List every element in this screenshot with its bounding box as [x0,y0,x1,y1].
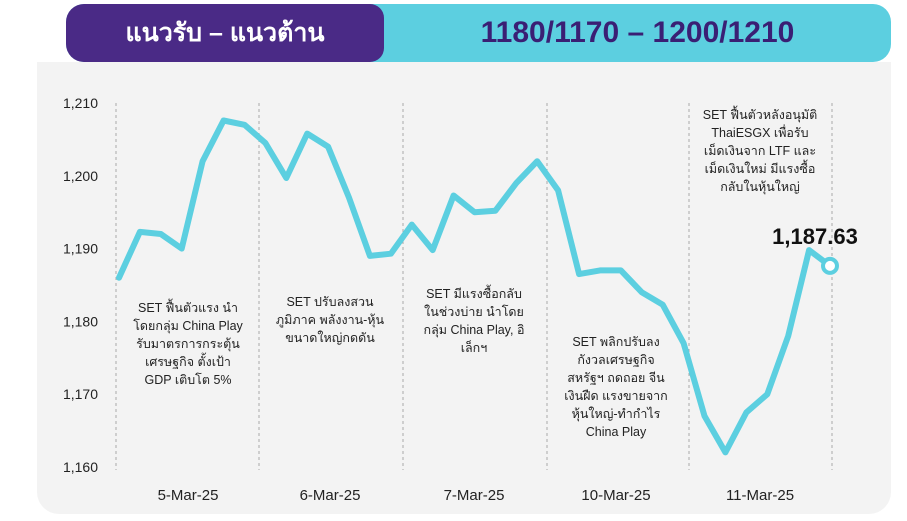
y-tick-label: 1,160 [63,459,98,475]
series-line [116,117,833,456]
x-tick-label: 5-Mar-25 [158,487,219,504]
annotation-text: SET ปรับลงสวนภูมิภาค พลังงาน-หุ้นขนาดใหญ… [276,295,385,345]
x-tick-label: 11-Mar-25 [726,487,794,504]
last-value-label: 1,187.63 [772,224,858,249]
x-tick-label: 7-Mar-25 [444,487,505,504]
y-tick-label: 1,190 [63,241,98,257]
y-tick-label: 1,170 [63,386,98,402]
annotation-text: SET ฟื้นตัวหลังอนุมัติ ThaiESGX เพื่อรับเ… [703,105,818,195]
y-tick-label: 1,180 [63,313,98,329]
x-axis-ticks: 5-Mar-25 6-Mar-25 7-Mar-25 10-Mar-25 11-Mar-… [158,487,794,504]
y-tick-label: 1,200 [63,168,98,184]
annotation-text: SET ฟื้นตัวแรง นำโดยกลุ่ม China Play รับม… [133,298,243,387]
chart-panel [37,62,891,514]
x-tick-label: 10-Mar-25 [581,487,650,504]
annotation-text: SET พลิกปรับลงกังวลเศรษฐกิจสหรัฐฯ ถดถอย … [564,335,668,439]
annotations: SET ฟื้นตัวแรง นำโดยกลุ่ม China Play รับม… [133,105,817,439]
support-resistance-levels: 1180/1170 – 1200/1210 [480,16,795,49]
header-title-pill [66,4,384,62]
y-tick-label: 1,210 [63,95,98,111]
header-title: แนวรับ – แนวต้าน [125,19,325,47]
annotation-text: SET มีแรงซื้อกลับในช่วงบ่าย นำโดยกลุ่ม C… [424,284,525,355]
x-tick-label: 6-Mar-25 [300,487,361,504]
last-point-marker [821,256,839,275]
y-axis-ticks: 1,160 1,170 1,180 1,190 1,200 1,210 [63,95,98,475]
day-dividers [115,103,833,470]
